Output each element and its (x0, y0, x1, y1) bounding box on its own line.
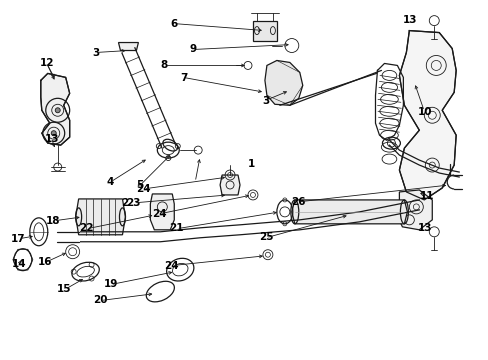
Text: 2: 2 (122, 198, 128, 208)
Polygon shape (118, 42, 138, 50)
Polygon shape (150, 194, 174, 230)
Text: 14: 14 (12, 259, 27, 269)
Text: 4: 4 (107, 177, 114, 187)
Text: 17: 17 (11, 234, 26, 244)
Polygon shape (41, 73, 69, 145)
Text: 16: 16 (38, 257, 52, 267)
Text: 15: 15 (57, 284, 71, 294)
Text: 5: 5 (136, 180, 143, 190)
Text: 23: 23 (126, 198, 141, 208)
Text: 13: 13 (402, 15, 417, 26)
Text: 7: 7 (180, 73, 187, 83)
Circle shape (51, 131, 56, 136)
Text: 24: 24 (164, 261, 179, 271)
Polygon shape (291, 200, 407, 224)
Text: 24: 24 (152, 209, 166, 219)
Polygon shape (252, 21, 276, 41)
Text: 9: 9 (189, 44, 197, 54)
Text: 13: 13 (417, 224, 431, 233)
Text: 12: 12 (40, 58, 54, 68)
Text: 18: 18 (46, 216, 61, 226)
Circle shape (279, 207, 289, 217)
Polygon shape (220, 175, 240, 195)
Text: 22: 22 (79, 224, 93, 233)
Text: 13: 13 (45, 134, 59, 144)
Text: 11: 11 (419, 191, 433, 201)
Circle shape (55, 108, 60, 113)
Text: 25: 25 (259, 232, 273, 242)
Text: 3: 3 (92, 48, 100, 58)
Text: 6: 6 (170, 19, 177, 29)
Text: 1: 1 (248, 159, 255, 169)
Polygon shape (399, 31, 455, 200)
Text: 8: 8 (160, 60, 167, 70)
Polygon shape (76, 199, 125, 235)
Polygon shape (264, 60, 302, 105)
Text: 20: 20 (93, 295, 108, 305)
Text: 3: 3 (262, 96, 269, 106)
Text: 24: 24 (136, 184, 151, 194)
Text: 19: 19 (103, 279, 118, 289)
Polygon shape (396, 190, 431, 230)
Text: 21: 21 (169, 224, 183, 233)
Text: 10: 10 (417, 107, 431, 117)
Text: 26: 26 (290, 197, 305, 207)
